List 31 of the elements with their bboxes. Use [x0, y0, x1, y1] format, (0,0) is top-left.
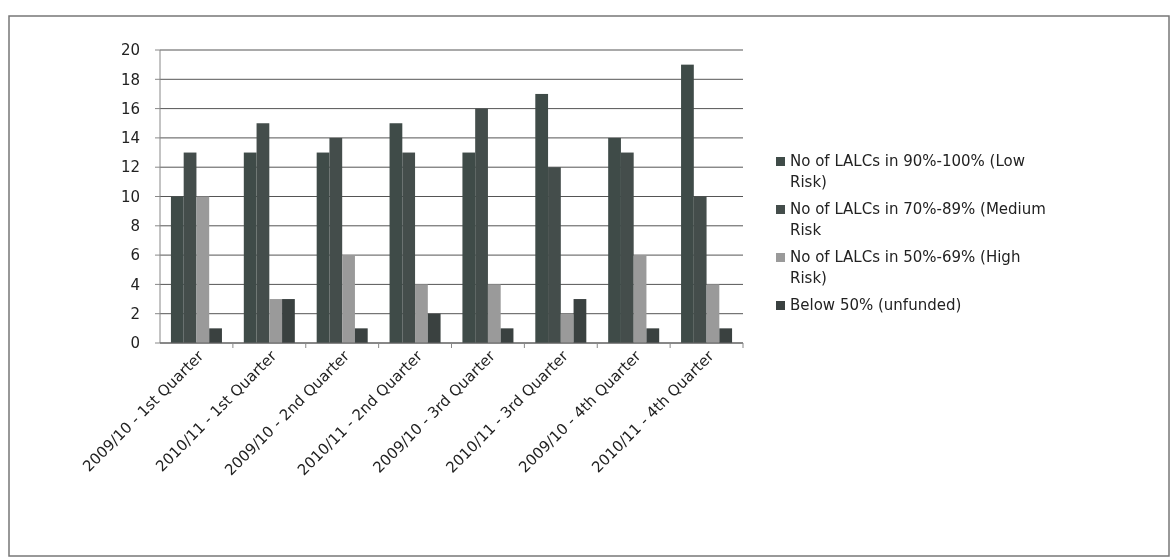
- bar: [209, 328, 222, 343]
- bar: [487, 284, 501, 343]
- bar: [415, 284, 428, 343]
- y-tick-label: 18: [120, 70, 140, 89]
- bar: [342, 255, 355, 343]
- bar: [573, 299, 587, 343]
- bar: [269, 299, 283, 343]
- y-tick-label: 14: [120, 129, 140, 148]
- bar: [646, 328, 660, 343]
- y-tick-label: 2: [130, 304, 140, 323]
- bar: [282, 299, 295, 343]
- bar: [196, 196, 210, 343]
- bar: [706, 284, 720, 343]
- bar: [719, 328, 733, 343]
- bar: [354, 328, 368, 343]
- y-tick-label: 6: [130, 246, 140, 265]
- y-tick-label: 12: [120, 158, 140, 177]
- y-tick-label: 8: [130, 217, 140, 236]
- bar: [633, 255, 647, 343]
- y-tick-label: 16: [120, 99, 140, 118]
- bar: [427, 313, 441, 343]
- y-tick-label: 10: [120, 187, 140, 206]
- legend-label: No of LALCs in 50%-69% (High Risk): [790, 248, 1021, 287]
- legend-label: No of LALCs in 70%-89% (Medium Risk: [790, 200, 1046, 239]
- y-tick-label: 0: [130, 334, 140, 353]
- bar: [500, 328, 514, 343]
- legend-label: No of LALCs in 90%-100% (Low Risk): [790, 152, 1026, 191]
- bar: [560, 313, 574, 343]
- y-tick-label: 20: [120, 41, 140, 60]
- legend-label: Below 50% (unfunded): [790, 296, 962, 314]
- y-tick-label: 4: [130, 275, 140, 294]
